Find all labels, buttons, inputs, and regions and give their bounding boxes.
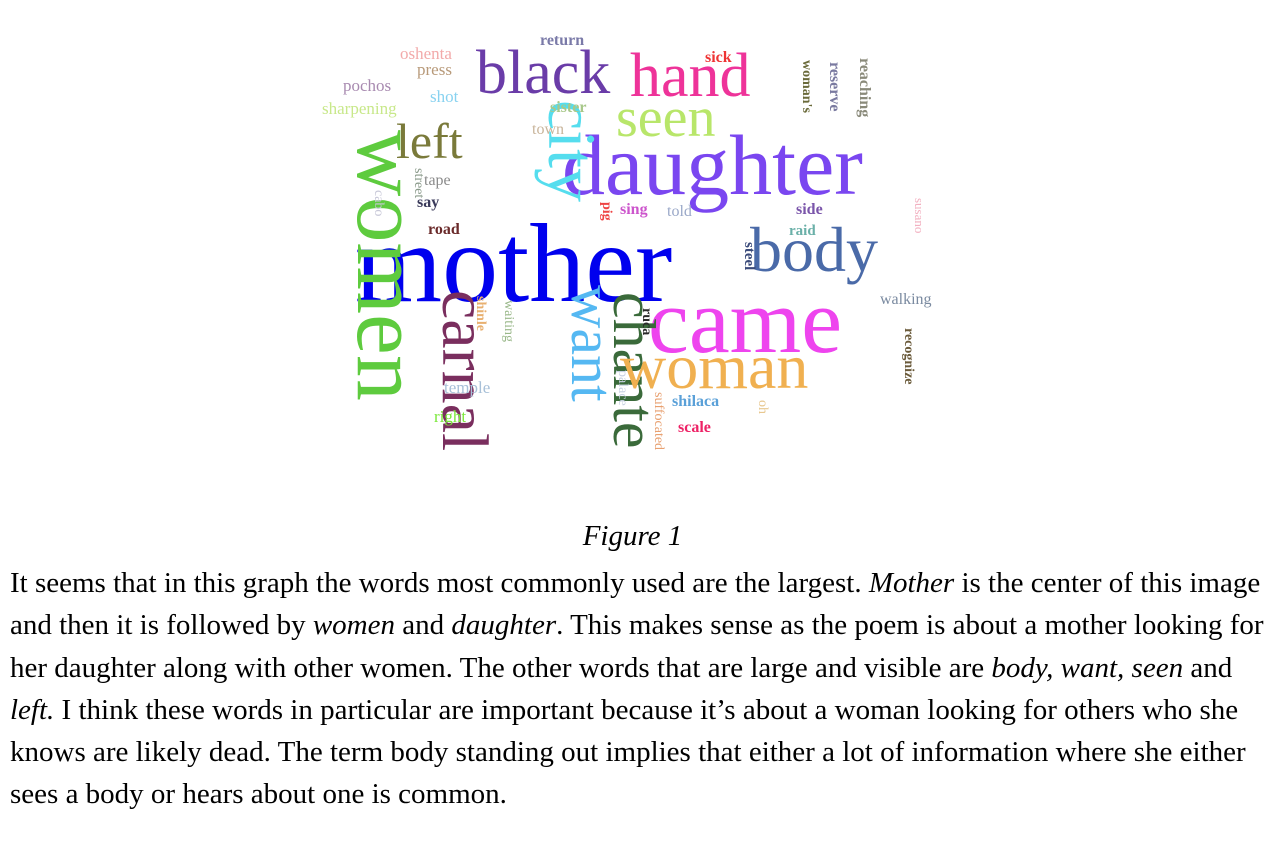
cloud-word-recognize: recognize bbox=[901, 328, 916, 385]
cloud-word-shilaca: shilaca bbox=[672, 393, 720, 410]
cloud-word-right: right bbox=[434, 407, 467, 426]
emphasis-word: daughter bbox=[451, 609, 557, 642]
paragraph-text: is the center of this image and then it … bbox=[10, 567, 1261, 642]
cloud-word-oh: oh bbox=[755, 400, 770, 414]
paragraph-text: and bbox=[395, 609, 452, 642]
cloud-word-sing: sing bbox=[620, 201, 648, 218]
cloud-word-pochos: pochos bbox=[343, 76, 392, 95]
cloud-word-raid: raid bbox=[789, 223, 816, 239]
cloud-word-left: left bbox=[396, 113, 463, 169]
paragraph-text: It seems that in this graph the words mo… bbox=[10, 567, 869, 599]
figure-caption: Figure 1 bbox=[582, 520, 683, 552]
cloud-word-ruca: ruca bbox=[639, 308, 654, 336]
cloud-word-pig: pig bbox=[599, 202, 614, 221]
cloud-word-seen: seen bbox=[616, 87, 716, 149]
cloud-word-sharpening: sharpening bbox=[322, 99, 397, 118]
cloud-word-palace: palace bbox=[615, 370, 630, 406]
word-cloud: mother women daughter came city black hand seen… bbox=[322, 32, 932, 452]
paragraph-text: . This makes sense as the poem is about … bbox=[10, 609, 1264, 684]
emphasis-word: left. bbox=[10, 693, 55, 726]
cloud-word-temple: temple bbox=[444, 378, 491, 397]
cloud-word-tape: tape bbox=[424, 172, 451, 189]
emphasis-word: Mother bbox=[868, 567, 955, 599]
cloud-word-scale: scale bbox=[678, 419, 711, 436]
cloud-word-town: town bbox=[532, 121, 564, 138]
cloud-word-came: came bbox=[648, 270, 843, 372]
emphasis-word: body, want, seen bbox=[991, 651, 1184, 684]
cloud-word-cabo: cabo bbox=[371, 190, 386, 217]
cloud-word-waiting: waiting bbox=[501, 300, 516, 342]
cloud-word-woman: woman bbox=[620, 331, 809, 402]
cloud-word-reserve: reserve bbox=[826, 62, 843, 112]
body-paragraph: It seems that in this graph the words mo… bbox=[10, 562, 1270, 816]
cloud-word-oshenta: oshenta bbox=[400, 44, 452, 63]
cloud-word-reaching: reaching bbox=[856, 58, 873, 118]
cloud-word-daughter: daughter bbox=[562, 117, 863, 213]
emphasis-word: women bbox=[312, 609, 396, 642]
cloud-word-shinle: shinle bbox=[473, 296, 488, 332]
cloud-word-suffocated: suffocated bbox=[651, 392, 666, 451]
cloud-word-steel: steel bbox=[741, 242, 757, 271]
cloud-word-sister: sister bbox=[550, 99, 587, 116]
cloud-word-side: side bbox=[796, 201, 823, 218]
cloud-word-susano: susano bbox=[912, 198, 927, 234]
cloud-word-return: return bbox=[540, 32, 585, 49]
cloud-word-shot: shot bbox=[430, 87, 459, 106]
cloud-word-mother: mother bbox=[355, 202, 673, 326]
paragraph-text: I think these words in particular are im… bbox=[10, 693, 1246, 811]
cloud-word-black: black bbox=[476, 39, 611, 107]
cloud-word-walking: walking bbox=[880, 291, 932, 308]
cloud-word-hand: hand bbox=[630, 42, 751, 110]
cloud-word-body: body bbox=[750, 214, 878, 285]
cloud-word-say: say bbox=[417, 194, 440, 211]
cloud-word-told: told bbox=[667, 203, 692, 220]
cloud-word-womans: woman's bbox=[799, 60, 814, 113]
cloud-word-press: press bbox=[417, 60, 452, 79]
paragraph-text: and bbox=[1183, 651, 1233, 684]
cloud-word-sick: sick bbox=[705, 49, 732, 66]
cloud-word-road: road bbox=[428, 221, 460, 238]
